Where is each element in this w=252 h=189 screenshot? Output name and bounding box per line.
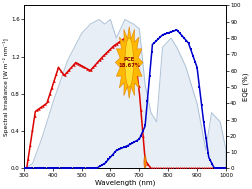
X-axis label: Wavelength (nm): Wavelength (nm) <box>95 179 155 186</box>
Y-axis label: Spectral Irradiance [W m⁻² nm⁻¹]: Spectral Irradiance [W m⁻² nm⁻¹] <box>4 38 10 136</box>
Y-axis label: EQE (%): EQE (%) <box>242 73 248 101</box>
Circle shape <box>125 38 134 87</box>
Text: PCE
18.67%: PCE 18.67% <box>118 57 140 68</box>
Circle shape <box>144 155 146 168</box>
Polygon shape <box>115 27 143 98</box>
